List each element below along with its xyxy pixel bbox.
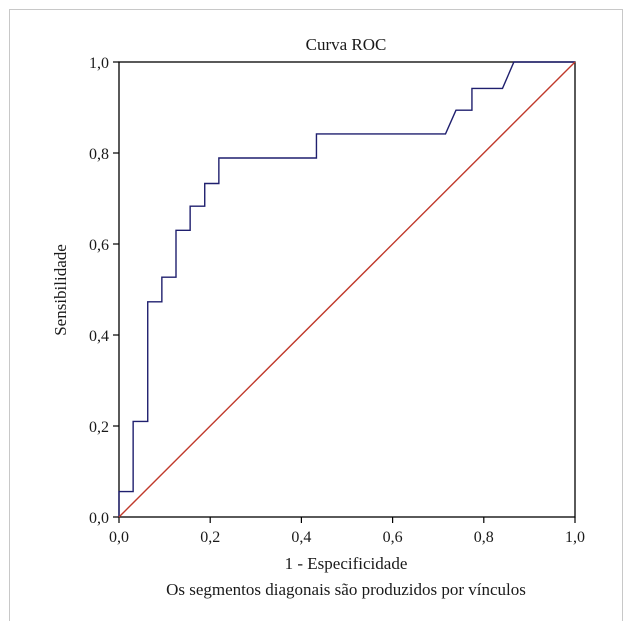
x-tick-label: 0,0 (109, 529, 129, 546)
series (118, 61, 576, 518)
tick-labels: 0,0 0,2 0,4 0,6 0,8 1,0 0,0 0,2 0,4 0,6 0,8 1,0 (89, 55, 585, 546)
x-tick-label: 0,4 (291, 529, 311, 546)
chart-footnote: Os segmentos diagonais são produzidos po… (166, 580, 526, 599)
y-tick-label: 0,2 (89, 419, 109, 436)
axes (118, 61, 576, 518)
chart-frame (9, 9, 623, 621)
y-tick-label: 0,8 (89, 146, 109, 163)
x-tick-label: 0,6 (383, 529, 403, 546)
chart-title: Curva ROC (306, 35, 387, 54)
x-tick-label: 0,8 (474, 529, 494, 546)
y-tick-label: 0,6 (89, 237, 109, 254)
y-tick-label: 0,4 (89, 328, 109, 345)
y-axis-label: Sensibilidade (51, 244, 70, 336)
plot-border (118, 61, 576, 518)
x-tick-label: 0,2 (200, 529, 220, 546)
y-tick-label: 0,0 (89, 510, 109, 527)
reference-line (118, 61, 576, 518)
x-tick-label: 1,0 (565, 529, 585, 546)
x-axis-label: 1 - Especificidade (285, 554, 408, 573)
y-tick-label: 1,0 (89, 55, 109, 72)
roc-curve-line (118, 61, 575, 517)
